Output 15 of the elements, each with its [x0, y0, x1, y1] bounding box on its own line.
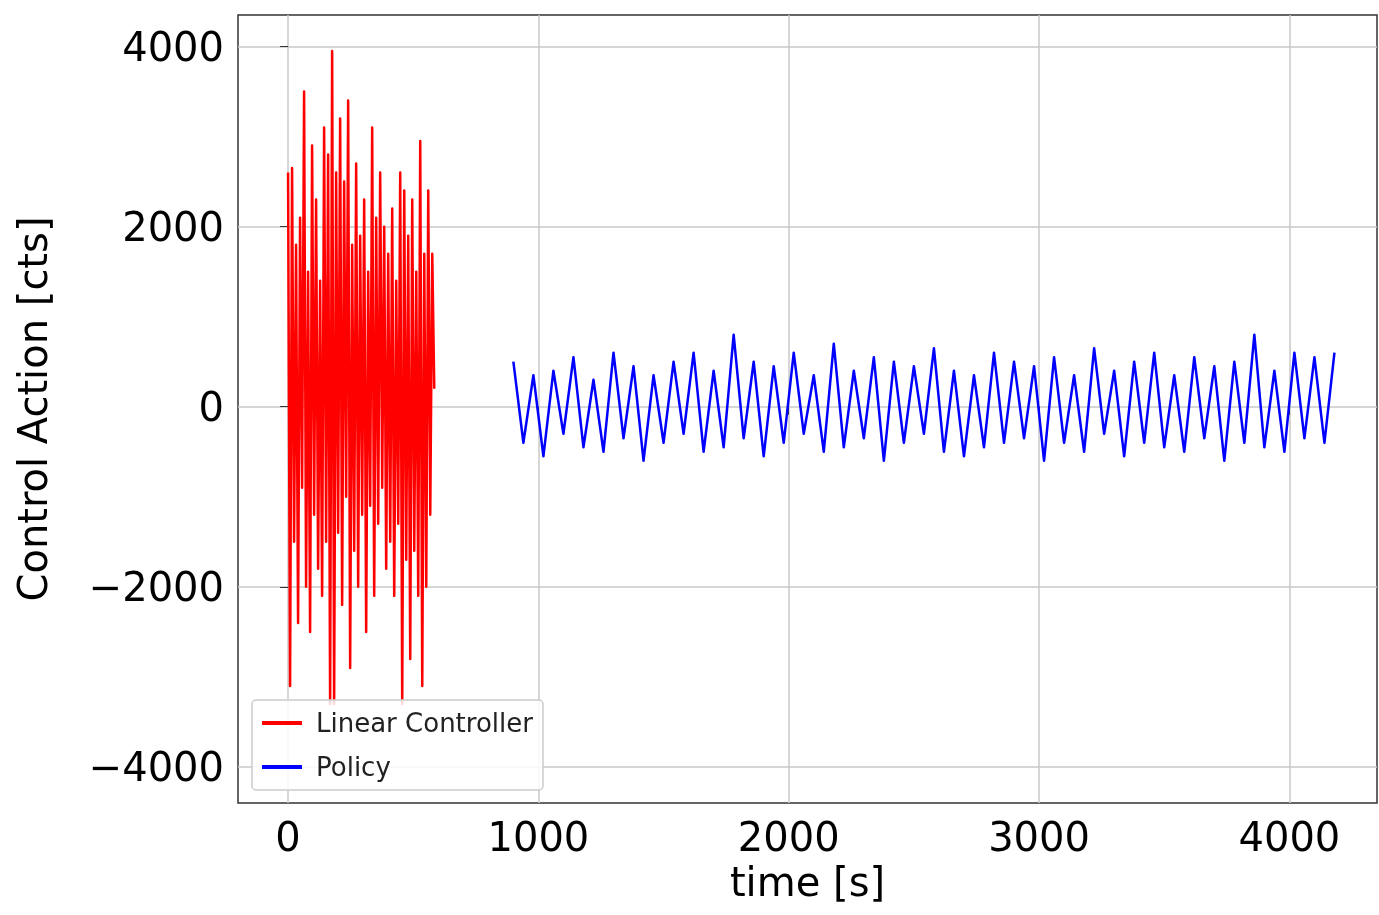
x-tick-label: 4000: [1238, 814, 1341, 860]
x-axis-title: time [s]: [729, 858, 886, 905]
x-tick-label: 0: [275, 814, 301, 860]
line-series: [512, 333, 1336, 463]
y-tick-label: 4000: [122, 23, 224, 70]
y-tick-label: 0: [198, 383, 224, 430]
legend-label: Policy: [316, 752, 391, 782]
x-tick-label: 3000: [988, 814, 1090, 860]
y-tick-label: −2000: [88, 563, 224, 610]
x-tick-label: 2000: [737, 814, 840, 860]
y-tick-label: 2000: [122, 203, 224, 250]
x-tick-label: 1000: [487, 814, 590, 860]
y-axis-title: Control Action [cts]: [10, 216, 56, 602]
legend-label: Linear Controller: [316, 708, 534, 738]
y-tick-label: −4000: [88, 743, 224, 790]
